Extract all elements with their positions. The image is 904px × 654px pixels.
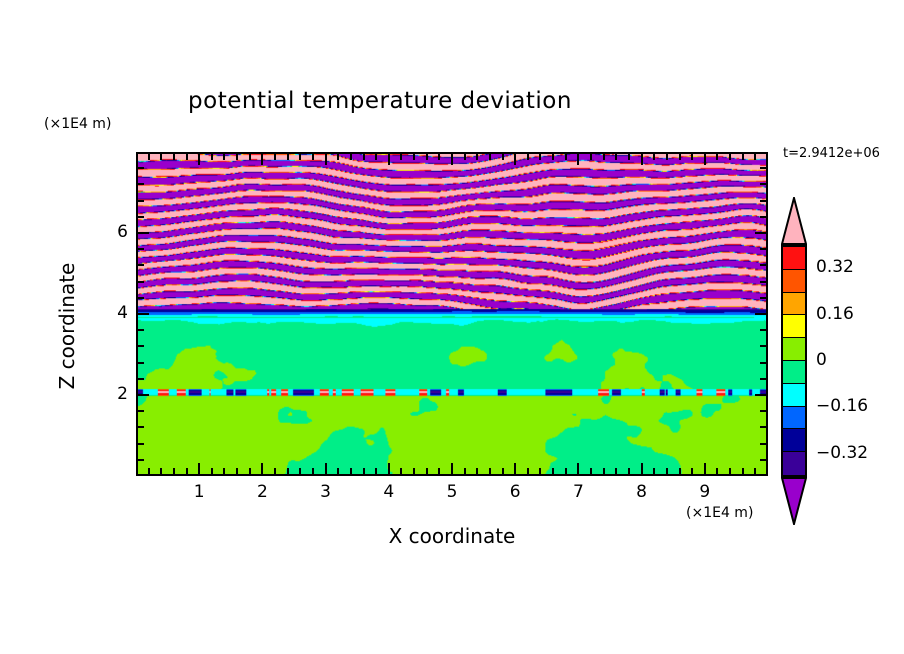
colorbar-tick-label: 0.32 [816, 257, 854, 278]
colorbar-band [783, 361, 805, 384]
y-tick-label: 4 [117, 303, 128, 323]
x-tick-label: 7 [572, 482, 584, 502]
colorbar-tick-label: −0.16 [816, 396, 869, 417]
colorbar-band [783, 452, 805, 475]
x-tick-label: 3 [320, 482, 331, 502]
x-tick-label: 6 [509, 482, 521, 502]
x-tick-label: 4 [383, 482, 395, 502]
time-stamp: t=2.9412e+06 [783, 146, 880, 161]
colorbar-band [783, 247, 805, 270]
colorbar-band [783, 269, 805, 293]
colorbar-tick-label: 0 [816, 350, 827, 370]
x-tick-label: 5 [446, 482, 458, 502]
x-axis-title: X coordinate [388, 524, 516, 548]
colorbar-under-range-arrow [781, 477, 807, 525]
x-tick-label: 9 [699, 482, 711, 502]
colorbar-band [783, 406, 805, 430]
x-tick-label: 1 [193, 482, 205, 502]
colorbar-band [783, 292, 805, 316]
colorbar-band [783, 338, 805, 361]
colorbar-tick-label: 0.16 [816, 303, 854, 324]
colorbar-band [783, 429, 805, 453]
y-tick-label: 6 [117, 222, 128, 242]
y-tick-label: 2 [117, 384, 128, 404]
colorbar-band [783, 383, 805, 407]
y-axis-unit-label: (×1E4 m) [44, 116, 112, 132]
colorbar [781, 245, 807, 477]
x-tick-label: 2 [256, 482, 268, 502]
contour-plot-panel [136, 152, 768, 476]
contour-field [138, 154, 766, 474]
colorbar-tick-label: −0.32 [816, 442, 869, 463]
page-title: potential temperature deviation [188, 88, 572, 114]
x-axis-unit-label: (×1E4 m) [686, 505, 754, 521]
x-tick-label: 8 [636, 482, 647, 502]
colorbar-over-range-arrow [781, 197, 807, 245]
colorbar-band [783, 315, 805, 339]
y-axis-title: Z coordinate [55, 262, 79, 390]
